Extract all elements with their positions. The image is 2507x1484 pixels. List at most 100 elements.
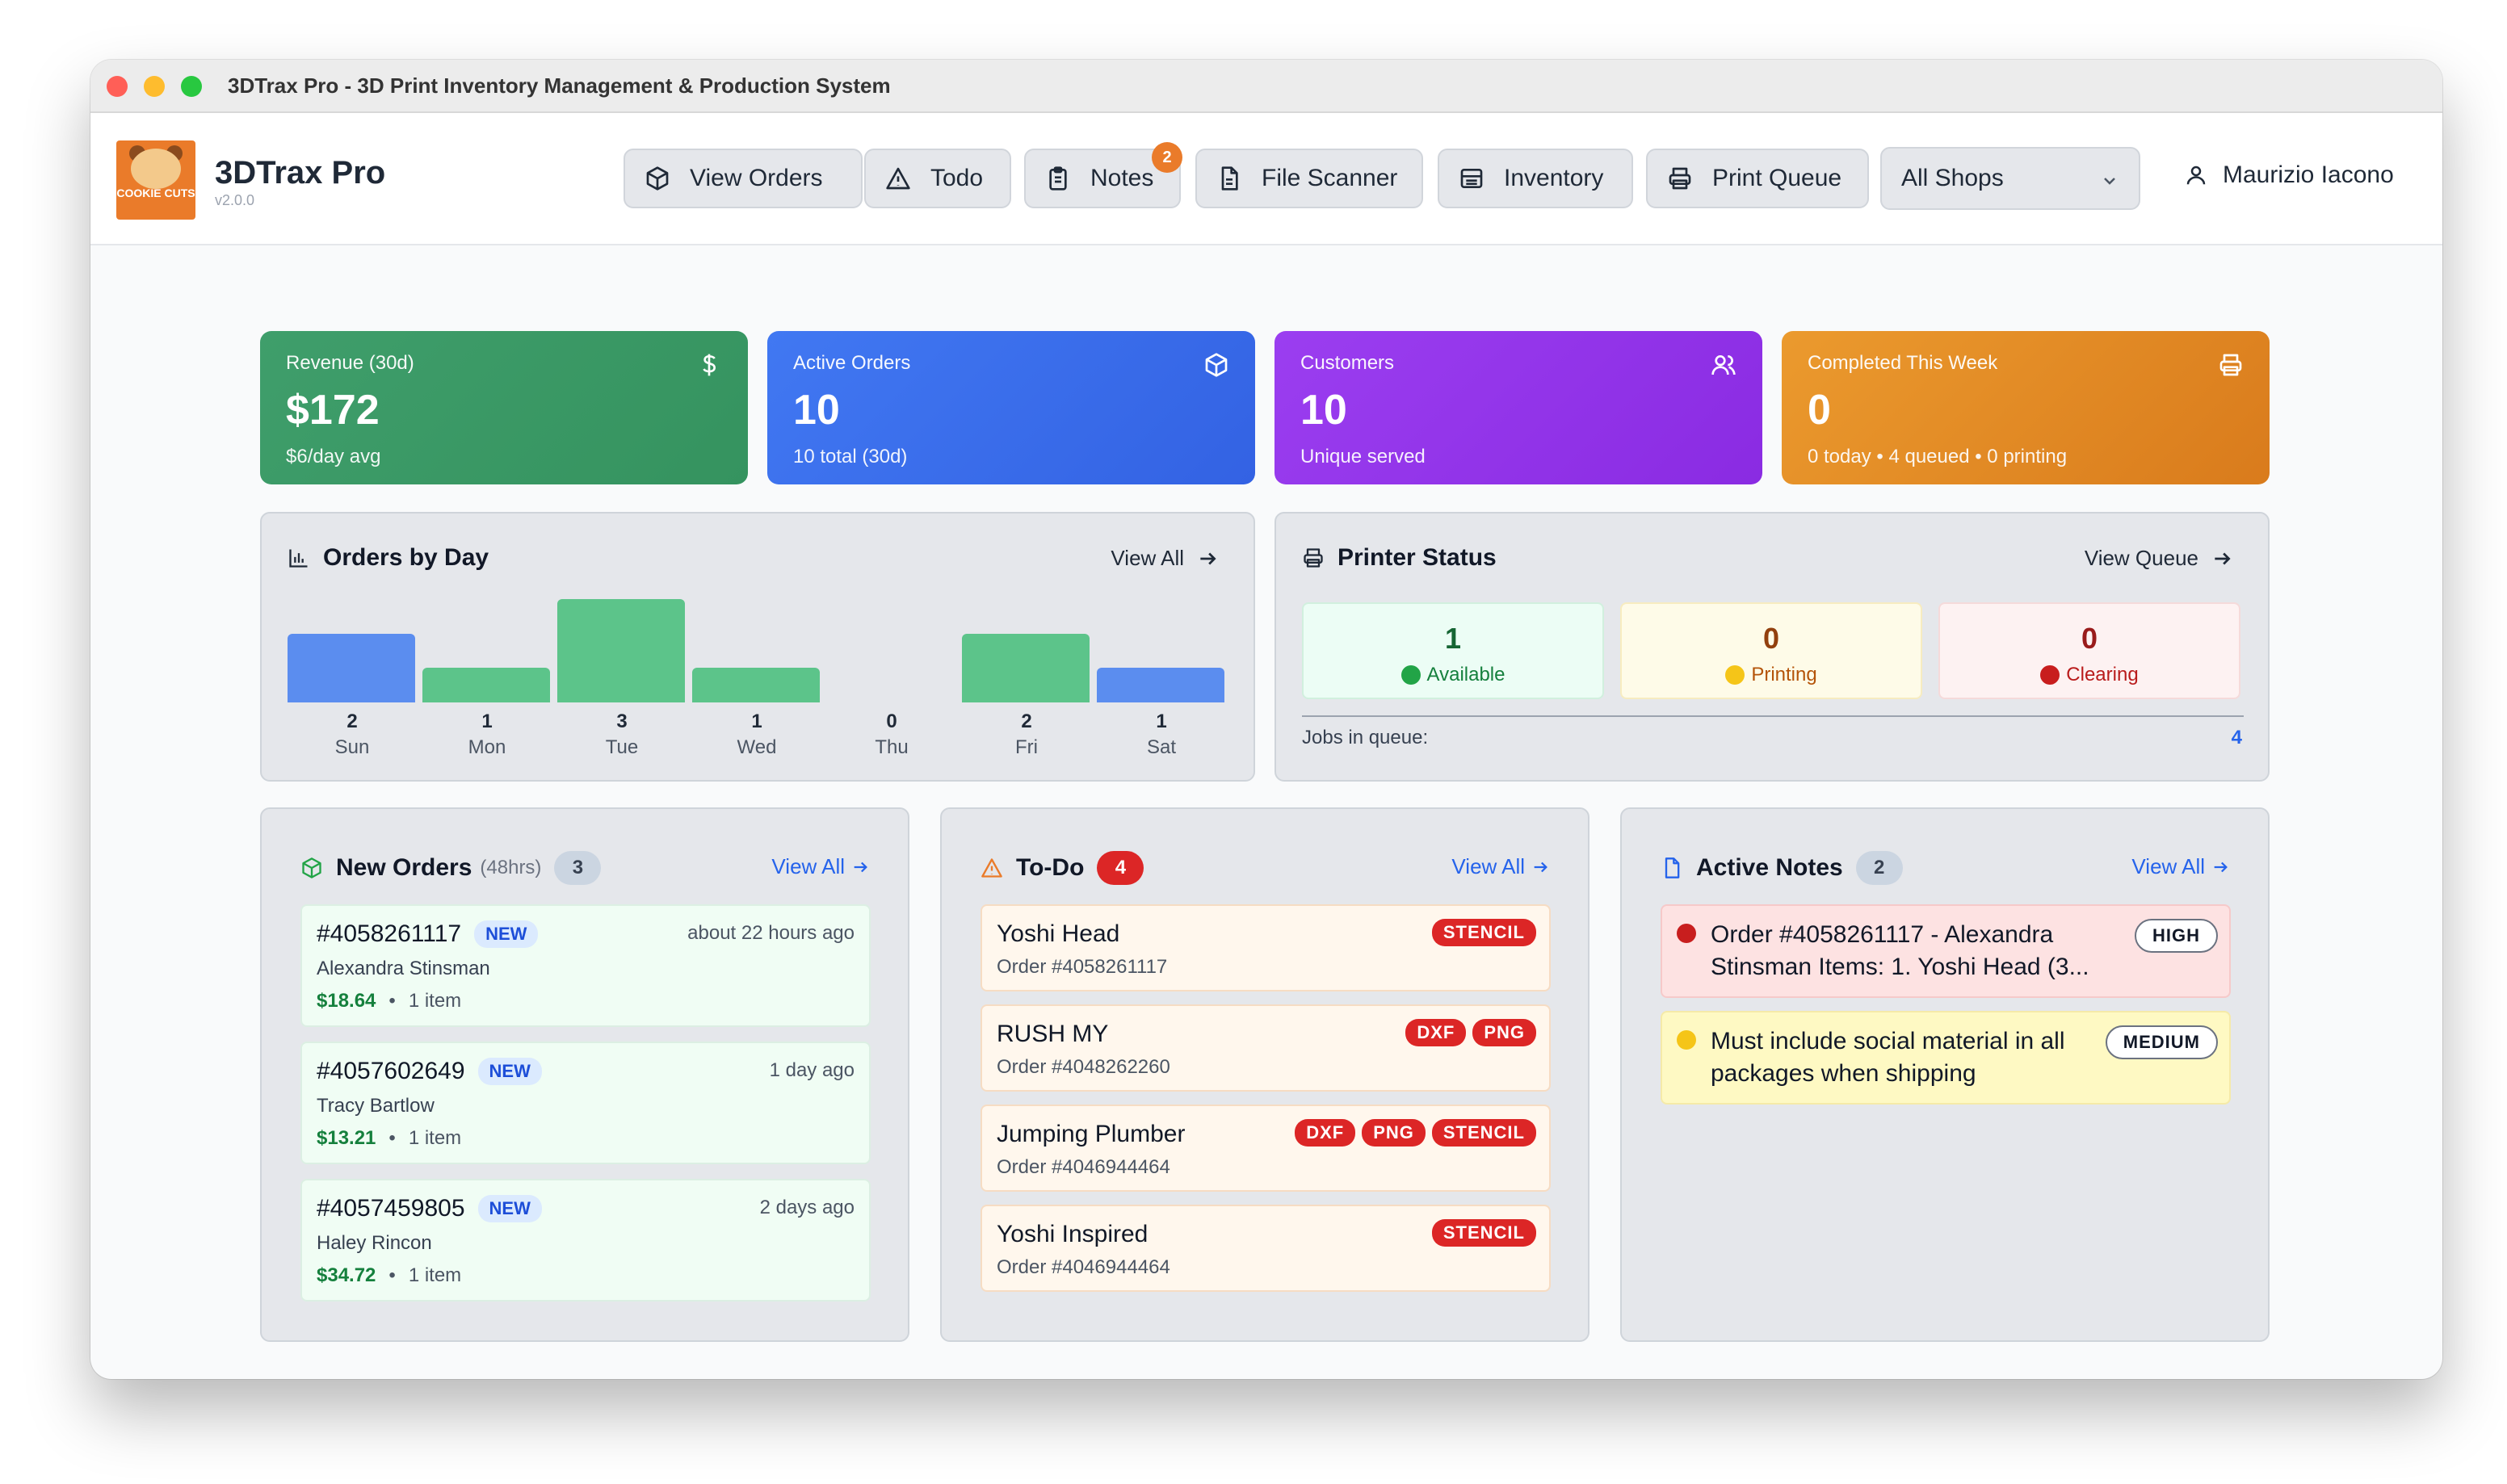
orders-by-day-title: Orders by Day bbox=[288, 544, 489, 572]
printing-label-row: Printing bbox=[1622, 664, 1921, 686]
maximize-window-button[interactable] bbox=[181, 76, 202, 97]
stat-value: 0 bbox=[1808, 387, 1831, 434]
title-bar: 3DTrax Pro - 3D Print Inventory Manageme… bbox=[90, 60, 2442, 113]
print-queue-label: Print Queue bbox=[1712, 165, 1842, 191]
stat-label: Active Orders bbox=[793, 352, 911, 374]
meta-separator: • bbox=[388, 1127, 396, 1149]
todo-view-all-link[interactable]: View All bbox=[1451, 854, 1549, 879]
todo-name: Yoshi Head bbox=[997, 920, 1120, 947]
notes-label: Notes bbox=[1090, 165, 1154, 191]
clearing-label: Clearing bbox=[2066, 664, 2139, 685]
available-label-row: Available bbox=[1304, 664, 1602, 686]
bar-chart-icon bbox=[289, 549, 308, 568]
user-menu[interactable]: Maurizio Iacono bbox=[2184, 161, 2394, 189]
new-badge: NEW bbox=[477, 1058, 542, 1085]
close-window-button[interactable] bbox=[107, 76, 128, 97]
new-orders-window: (48hrs) bbox=[480, 857, 542, 878]
order-qty: 1 item bbox=[408, 1127, 462, 1149]
note-list-item[interactable]: Order #4058261117 - Alexandra Stinsman I… bbox=[1661, 904, 2231, 998]
chart-bar-mon bbox=[422, 668, 550, 702]
stat-sub: Unique served bbox=[1300, 446, 1426, 467]
printers-clearing[interactable]: 0 Clearing bbox=[1938, 602, 2240, 699]
chart-bar-wed bbox=[692, 668, 820, 702]
view-queue-label: View Queue bbox=[2084, 546, 2198, 570]
file-icon bbox=[1221, 166, 1238, 191]
user-icon bbox=[2186, 166, 2206, 185]
notes-view-all-link[interactable]: View All bbox=[2131, 854, 2229, 879]
order-id: #4057459805 bbox=[317, 1195, 465, 1222]
order-id-row: #4057459805 NEW bbox=[317, 1195, 542, 1222]
printing-count: 0 bbox=[1762, 622, 1780, 655]
todo-list-item[interactable]: Yoshi Head Order #4058261117 STENCIL bbox=[981, 904, 1551, 991]
shop-select[interactable]: All Shops bbox=[1880, 147, 2140, 210]
stat-value: 10 bbox=[793, 387, 840, 434]
printer-icon bbox=[1304, 548, 1323, 568]
stat-sub: 10 total (30d) bbox=[793, 446, 908, 467]
tag-png: PNG bbox=[1472, 1019, 1536, 1046]
yellow-dot-icon bbox=[1725, 665, 1745, 685]
order-list-item[interactable]: #4058261117 NEW about 22 hours ago Alexan… bbox=[300, 904, 871, 1027]
note-list-item[interactable]: Must include social material in all pack… bbox=[1661, 1011, 2231, 1105]
order-time: 2 days ago bbox=[759, 1197, 855, 1218]
stat-card-revenue: Revenue (30d) $172 $6/day avg bbox=[260, 331, 748, 484]
todo-title: To-Do 4 bbox=[981, 851, 1144, 885]
tag-stencil: STENCIL bbox=[1431, 1119, 1536, 1147]
todo-button[interactable]: Todo bbox=[864, 149, 1011, 208]
notes-button[interactable]: Notes 2 bbox=[1024, 142, 1182, 208]
meta-separator: • bbox=[388, 990, 396, 1012]
view-orders-button[interactable]: View Orders bbox=[624, 149, 863, 208]
warning-icon bbox=[886, 167, 910, 190]
yellow-dot-icon bbox=[1677, 1030, 1696, 1050]
order-meta: $18.64 • 1 item bbox=[317, 990, 461, 1012]
orders-view-all-link[interactable]: View All bbox=[1111, 546, 1218, 571]
clearing-label-row: Clearing bbox=[1940, 664, 2239, 686]
bar-value-label: 1 bbox=[481, 711, 493, 732]
jobs-in-queue-count[interactable]: 4 bbox=[2231, 727, 2242, 748]
card-title-text: To-Do bbox=[1016, 854, 1085, 881]
inventory-button[interactable]: Inventory bbox=[1438, 149, 1633, 208]
new-orders-view-all-link[interactable]: View All bbox=[771, 854, 869, 879]
order-price: $13.21 bbox=[317, 1127, 376, 1149]
order-customer: Alexandra Stinsman bbox=[317, 958, 490, 979]
jobs-in-queue-label: Jobs in queue: bbox=[1302, 727, 1429, 748]
order-list-item[interactable]: #4057602649 NEW 1 day ago Tracy Bartlow $… bbox=[300, 1042, 871, 1164]
order-qty: 1 item bbox=[408, 1264, 462, 1286]
green-dot-icon bbox=[1400, 665, 1421, 685]
chevron-down-icon bbox=[2104, 178, 2115, 185]
printer-status-card: Printer Status View Queue 1 Available 0 … bbox=[1274, 512, 2270, 782]
printers-available[interactable]: 1 Available bbox=[1302, 602, 1604, 699]
new-badge: NEW bbox=[477, 1195, 542, 1222]
file-scanner-button[interactable]: File Scanner bbox=[1195, 149, 1423, 208]
bar-day-label: Sun bbox=[334, 736, 370, 758]
printers-printing[interactable]: 0 Printing bbox=[1620, 602, 1922, 699]
minimize-window-button[interactable] bbox=[144, 76, 165, 97]
document-icon bbox=[1665, 857, 1680, 878]
tag-png: PNG bbox=[1362, 1119, 1426, 1147]
priority-badge: HIGH bbox=[2135, 919, 2218, 953]
clipboard-icon bbox=[1049, 166, 1067, 191]
stat-card-active-orders: Active Orders 10 10 total (30d) bbox=[767, 331, 1255, 484]
orders-by-day-card: Orders by Day View All 2 Sun 1 Mon 3 Tue 1 Wed 0… bbox=[260, 512, 1255, 782]
shop-select-value: All Shops bbox=[1901, 165, 2004, 191]
printing-label: Printing bbox=[1751, 664, 1817, 685]
bar-day-label: Thu bbox=[875, 736, 909, 758]
todo-tags: DXF PNG bbox=[1405, 1019, 1536, 1046]
new-badge: NEW bbox=[474, 920, 539, 948]
order-customer: Haley Rincon bbox=[317, 1232, 432, 1254]
app-logo[interactable]: COOKIE CUTS bbox=[116, 140, 195, 220]
stat-card-completed: Completed This Week 0 0 today • 4 queued… bbox=[1782, 331, 2270, 484]
bar-value-label: 3 bbox=[616, 711, 628, 732]
todo-list-item[interactable]: RUSH MY Order #4048262260 DXF PNG bbox=[981, 1004, 1551, 1092]
todo-name: RUSH MY bbox=[997, 1021, 1109, 1047]
todo-list-item[interactable]: Yoshi Inspired Order #4046944464 STENCIL bbox=[981, 1205, 1551, 1292]
todo-list-item[interactable]: Jumping Plumber Order #4046944464 DXF PN… bbox=[981, 1105, 1551, 1192]
clearing-count: 0 bbox=[2081, 622, 2098, 655]
view-queue-link[interactable]: View Queue bbox=[2085, 546, 2232, 571]
available-count: 1 bbox=[1444, 622, 1462, 655]
order-list-item[interactable]: #4057459805 NEW 2 days ago Haley Rincon $… bbox=[300, 1179, 871, 1302]
order-id: #4057602649 bbox=[317, 1058, 465, 1084]
notes-count: 2 bbox=[1855, 851, 1903, 885]
card-title-text: Active Notes bbox=[1696, 854, 1843, 881]
print-queue-button[interactable]: Print Queue bbox=[1646, 149, 1869, 208]
order-customer: Tracy Bartlow bbox=[317, 1095, 435, 1117]
